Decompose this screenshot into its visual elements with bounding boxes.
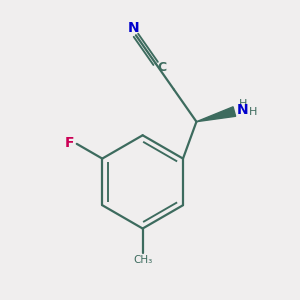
Text: C: C [157,61,166,74]
Text: N: N [128,21,139,35]
Text: F: F [65,136,74,150]
Polygon shape [196,107,236,122]
Text: N: N [237,103,249,117]
Text: CH₃: CH₃ [133,255,152,266]
Text: H: H [239,99,247,109]
Text: H: H [249,106,257,116]
